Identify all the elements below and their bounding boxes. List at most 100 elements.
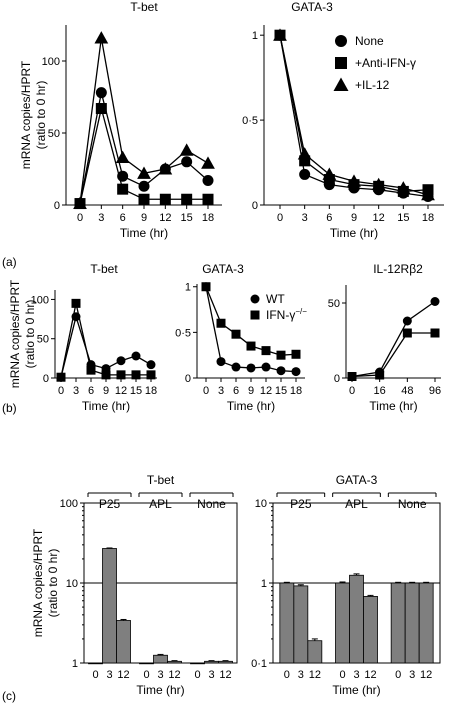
x-tick-label: 3 <box>353 669 359 681</box>
bar <box>363 595 378 664</box>
y-axis-label-sub: (ratio to 0 hr) <box>46 549 60 618</box>
legend-label: IFN-γ−/− <box>266 307 307 322</box>
bar <box>102 548 117 664</box>
group-label: None <box>197 497 226 511</box>
legend-marker-square <box>335 57 347 69</box>
panel-label-b: (b) <box>2 401 17 415</box>
x-tick-label: 12 <box>219 669 231 681</box>
legend-label: None <box>355 34 384 48</box>
bar <box>335 582 350 664</box>
data-point-triangle <box>137 166 151 179</box>
chart-title: GATA-3 <box>336 473 378 487</box>
data-point-square <box>261 346 271 356</box>
y-tick-label: 0 <box>185 373 191 385</box>
y-tick-label: 100 <box>60 498 78 510</box>
data-point-circle <box>231 362 241 372</box>
bar <box>153 654 168 664</box>
x-axis-label: Time (hr) <box>227 399 275 413</box>
data-point-circle <box>276 366 286 376</box>
y-tick-label: 1 <box>252 30 258 42</box>
data-point-circle <box>216 357 226 367</box>
x-tick-label: 12 <box>168 669 180 681</box>
chart-title: T-bet <box>90 262 118 276</box>
x-tick-label: 3 <box>298 669 304 681</box>
data-point-square <box>95 103 107 115</box>
data-point-triangle <box>322 167 337 180</box>
chart-1: 0 0·5 1 0 3 6 9 12 15 18 GATA-3 Time (hr) None +Anti-… <box>242 0 444 240</box>
chart-title: GATA-3 <box>291 0 333 14</box>
x-tick-label: 3 <box>208 669 214 681</box>
x-tick-label: 12 <box>115 385 127 397</box>
y-tick-label: 50 <box>48 128 60 140</box>
bar <box>307 640 323 664</box>
bar <box>404 582 420 664</box>
x-tick-label: 0 <box>395 669 401 681</box>
bar <box>116 620 131 664</box>
x-tick-label: 15 <box>275 385 287 397</box>
data-point-square <box>116 370 126 380</box>
data-point-triangle <box>94 31 109 44</box>
data-point-circle <box>299 168 311 180</box>
x-tick-label: 0 <box>284 669 290 681</box>
y-tick-label: 10 <box>66 578 78 590</box>
legend-marker-triangle <box>333 77 349 91</box>
chart-title: T-bet <box>147 473 175 487</box>
x-tick-label: 15 <box>130 385 142 397</box>
x-tick-label: 6 <box>88 385 94 397</box>
x-axis-label: Time (hr) <box>120 226 168 240</box>
x-tick-label: 3 <box>157 669 163 681</box>
data-point-triangle <box>201 156 215 169</box>
data-point-triangle <box>396 181 411 194</box>
x-tick-label: 18 <box>145 385 157 397</box>
legend-marker-square <box>250 310 260 320</box>
y-tick-label: 0 <box>54 200 60 212</box>
x-tick-label: 9 <box>248 385 254 397</box>
y-tick-label: 0·1 <box>251 658 267 670</box>
x-tick-label: 48 <box>401 385 413 397</box>
x-tick-label: 0 <box>194 669 200 681</box>
y-axis-label-sub: (ratio to 0 hr) <box>23 300 37 369</box>
data-point-circle <box>402 316 412 326</box>
data-point-triangle <box>297 147 312 160</box>
group-label: P25 <box>290 497 312 511</box>
x-tick-label: 0 <box>277 212 283 224</box>
data-point-circle <box>131 351 141 361</box>
bar <box>349 574 364 664</box>
x-tick-label: 12 <box>373 212 385 224</box>
legend-label: +IL-12 <box>355 78 390 92</box>
data-point-square <box>276 350 286 360</box>
x-tick-label: 0 <box>349 385 355 397</box>
data-point-circle <box>146 360 156 370</box>
y-tick-label: 0 <box>43 373 49 385</box>
data-point-circle <box>181 156 193 168</box>
data-point-square <box>375 370 385 380</box>
bar <box>88 662 103 665</box>
y-tick-label: 0·5 <box>175 327 191 339</box>
y-tick-label: 0 <box>334 373 340 385</box>
data-point-square <box>201 282 211 292</box>
data-point-square <box>138 193 150 205</box>
data-point-circle <box>202 175 214 187</box>
y-tick-label: 10 <box>255 498 267 510</box>
bar <box>139 662 154 665</box>
x-tick-label: 6 <box>233 385 239 397</box>
bar <box>167 660 182 664</box>
y-tick-label: 50 <box>37 334 49 346</box>
data-point-circle <box>138 180 150 192</box>
legend-marker-circle <box>250 294 260 304</box>
data-point-square <box>291 349 301 359</box>
data-point-triangle <box>115 150 130 163</box>
x-tick-label: 16 <box>374 385 386 397</box>
bar <box>218 660 233 664</box>
bar <box>293 585 309 664</box>
x-tick-label: 3 <box>98 212 104 224</box>
data-point-triangle <box>158 162 173 175</box>
chart-0: 0 50 100 0 3 6 9 12 15 18 T-bet Time (hr) mRNA copie… <box>19 0 222 240</box>
y-tick-label: 1 <box>72 658 78 670</box>
data-point-square <box>216 318 226 328</box>
x-tick-label: 12 <box>159 212 171 224</box>
x-tick-label: 3 <box>218 385 224 397</box>
bar <box>190 662 205 665</box>
y-tick-label: 1 <box>185 282 191 294</box>
